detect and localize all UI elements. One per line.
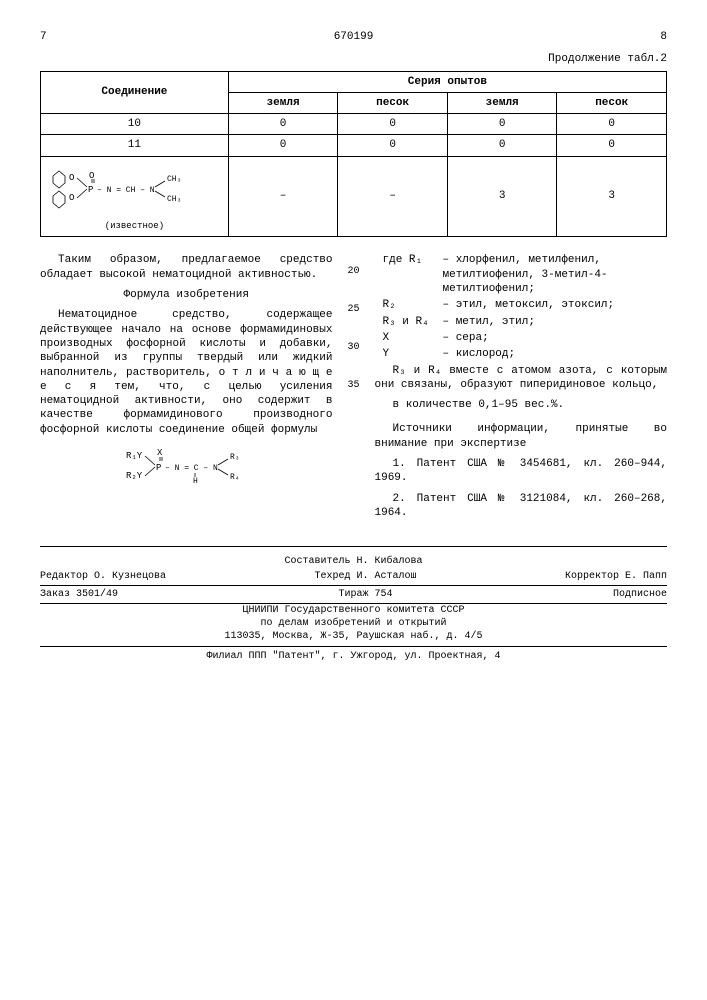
- svg-text:P: P: [88, 185, 93, 195]
- right-column: где R₁– хлорфенил, метилфенил, метилтиоф…: [375, 253, 668, 526]
- composer: Составитель Н. Кибалова: [40, 555, 667, 568]
- svg-text:– N = C – N: – N = C – N: [165, 464, 218, 473]
- col-series: Серия опытов: [228, 71, 666, 92]
- line-numbers: 20 25 30 35: [345, 253, 363, 526]
- svg-text:R₃: R₃: [230, 453, 240, 462]
- svg-text:H: H: [193, 477, 198, 486]
- branch-address: Филиал ППП "Патент", г. Ужгород, ул. Про…: [40, 647, 667, 663]
- known-label: (известное): [45, 221, 224, 233]
- subcol: земля: [447, 92, 557, 113]
- org-line: ЦНИИПИ Государственного комитета СССР: [40, 604, 667, 617]
- source-ref: 1. Патент США № 3454681, кл. 260–944, 19…: [375, 457, 668, 486]
- left-column: Таким образом, предлагаемое средство обл…: [40, 253, 333, 526]
- org-line: по делам изобретений и открытий: [40, 617, 667, 630]
- svg-text:CH₃: CH₃: [167, 195, 181, 204]
- paragraph: в количестве 0,1–95 вес.%.: [375, 398, 668, 412]
- subcol: земля: [228, 92, 338, 113]
- paragraph: R₃ и R₄ вместе с атомом азота, с которым…: [375, 364, 668, 393]
- svg-text:R₂Y: R₂Y: [126, 471, 143, 481]
- svg-text:X: X: [157, 448, 163, 458]
- formula-title: Формула изобретения: [40, 288, 333, 302]
- paragraph: Таким образом, предлагаемое средство обл…: [40, 253, 333, 282]
- editor: Редактор О. Кузнецова: [40, 570, 166, 583]
- subscription: Подписное: [613, 588, 667, 601]
- paragraph: Нематоцидное средство, содержащее действ…: [40, 308, 333, 437]
- page-number-right: 8: [647, 30, 667, 44]
- svg-text:CH₃: CH₃: [167, 175, 181, 184]
- print-run: Тираж 754: [338, 588, 392, 601]
- corrector: Корректор Е. Папп: [565, 570, 667, 583]
- formula-icon: R₁Y R₂Y P X – N = C – N H R₃ R₄: [121, 443, 251, 493]
- svg-text:O: O: [69, 193, 74, 203]
- order-number: Заказ 3501/49: [40, 588, 118, 601]
- chemical-structure-cell: O O P O – N = CH – N CH₃ CH₃ (известное): [41, 156, 229, 237]
- subcol: песок: [338, 92, 448, 113]
- document-number: 670199: [60, 30, 647, 44]
- footer-block: Составитель Н. Кибалова Редактор О. Кузн…: [40, 555, 667, 663]
- molecule-icon: O O P O – N = CH – N CH₃ CH₃: [45, 161, 195, 216]
- svg-text:– N = CH – N: – N = CH – N: [97, 186, 155, 195]
- table-row: 10 0 0 0 0: [41, 114, 667, 135]
- svg-text:R₄: R₄: [230, 473, 240, 482]
- svg-text:R₁Y: R₁Y: [126, 451, 143, 461]
- structural-formula: R₁Y R₂Y P X – N = C – N H R₃ R₄: [40, 443, 333, 498]
- definitions-list: где R₁– хлорфенил, метилфенил, метилтиоф…: [383, 253, 668, 361]
- data-table: Соединение Серия опытов земля песок земл…: [40, 71, 667, 238]
- svg-text:O: O: [69, 173, 74, 183]
- page-header: 7 670199 8: [40, 30, 667, 44]
- address: 113035, Москва, Ж-35, Раушская наб., д. …: [40, 630, 667, 647]
- tech-editor: Техред И. Асталош: [314, 570, 416, 583]
- divider: [40, 546, 667, 547]
- table-row: O O P O – N = CH – N CH₃ CH₃ (известное)…: [41, 156, 667, 237]
- table-row: 11 0 0 0 0: [41, 135, 667, 156]
- table-caption: Продолжение табл.2: [40, 52, 667, 66]
- page-number-left: 7: [40, 30, 60, 44]
- col-compound: Соединение: [41, 71, 229, 114]
- text-columns: Таким образом, предлагаемое средство обл…: [40, 253, 667, 526]
- subcol: песок: [557, 92, 667, 113]
- sources-title: Источники информации, принятые во вниман…: [375, 422, 668, 451]
- svg-text:P: P: [156, 463, 161, 473]
- source-ref: 2. Патент США № 3121084, кл. 260–268, 19…: [375, 492, 668, 521]
